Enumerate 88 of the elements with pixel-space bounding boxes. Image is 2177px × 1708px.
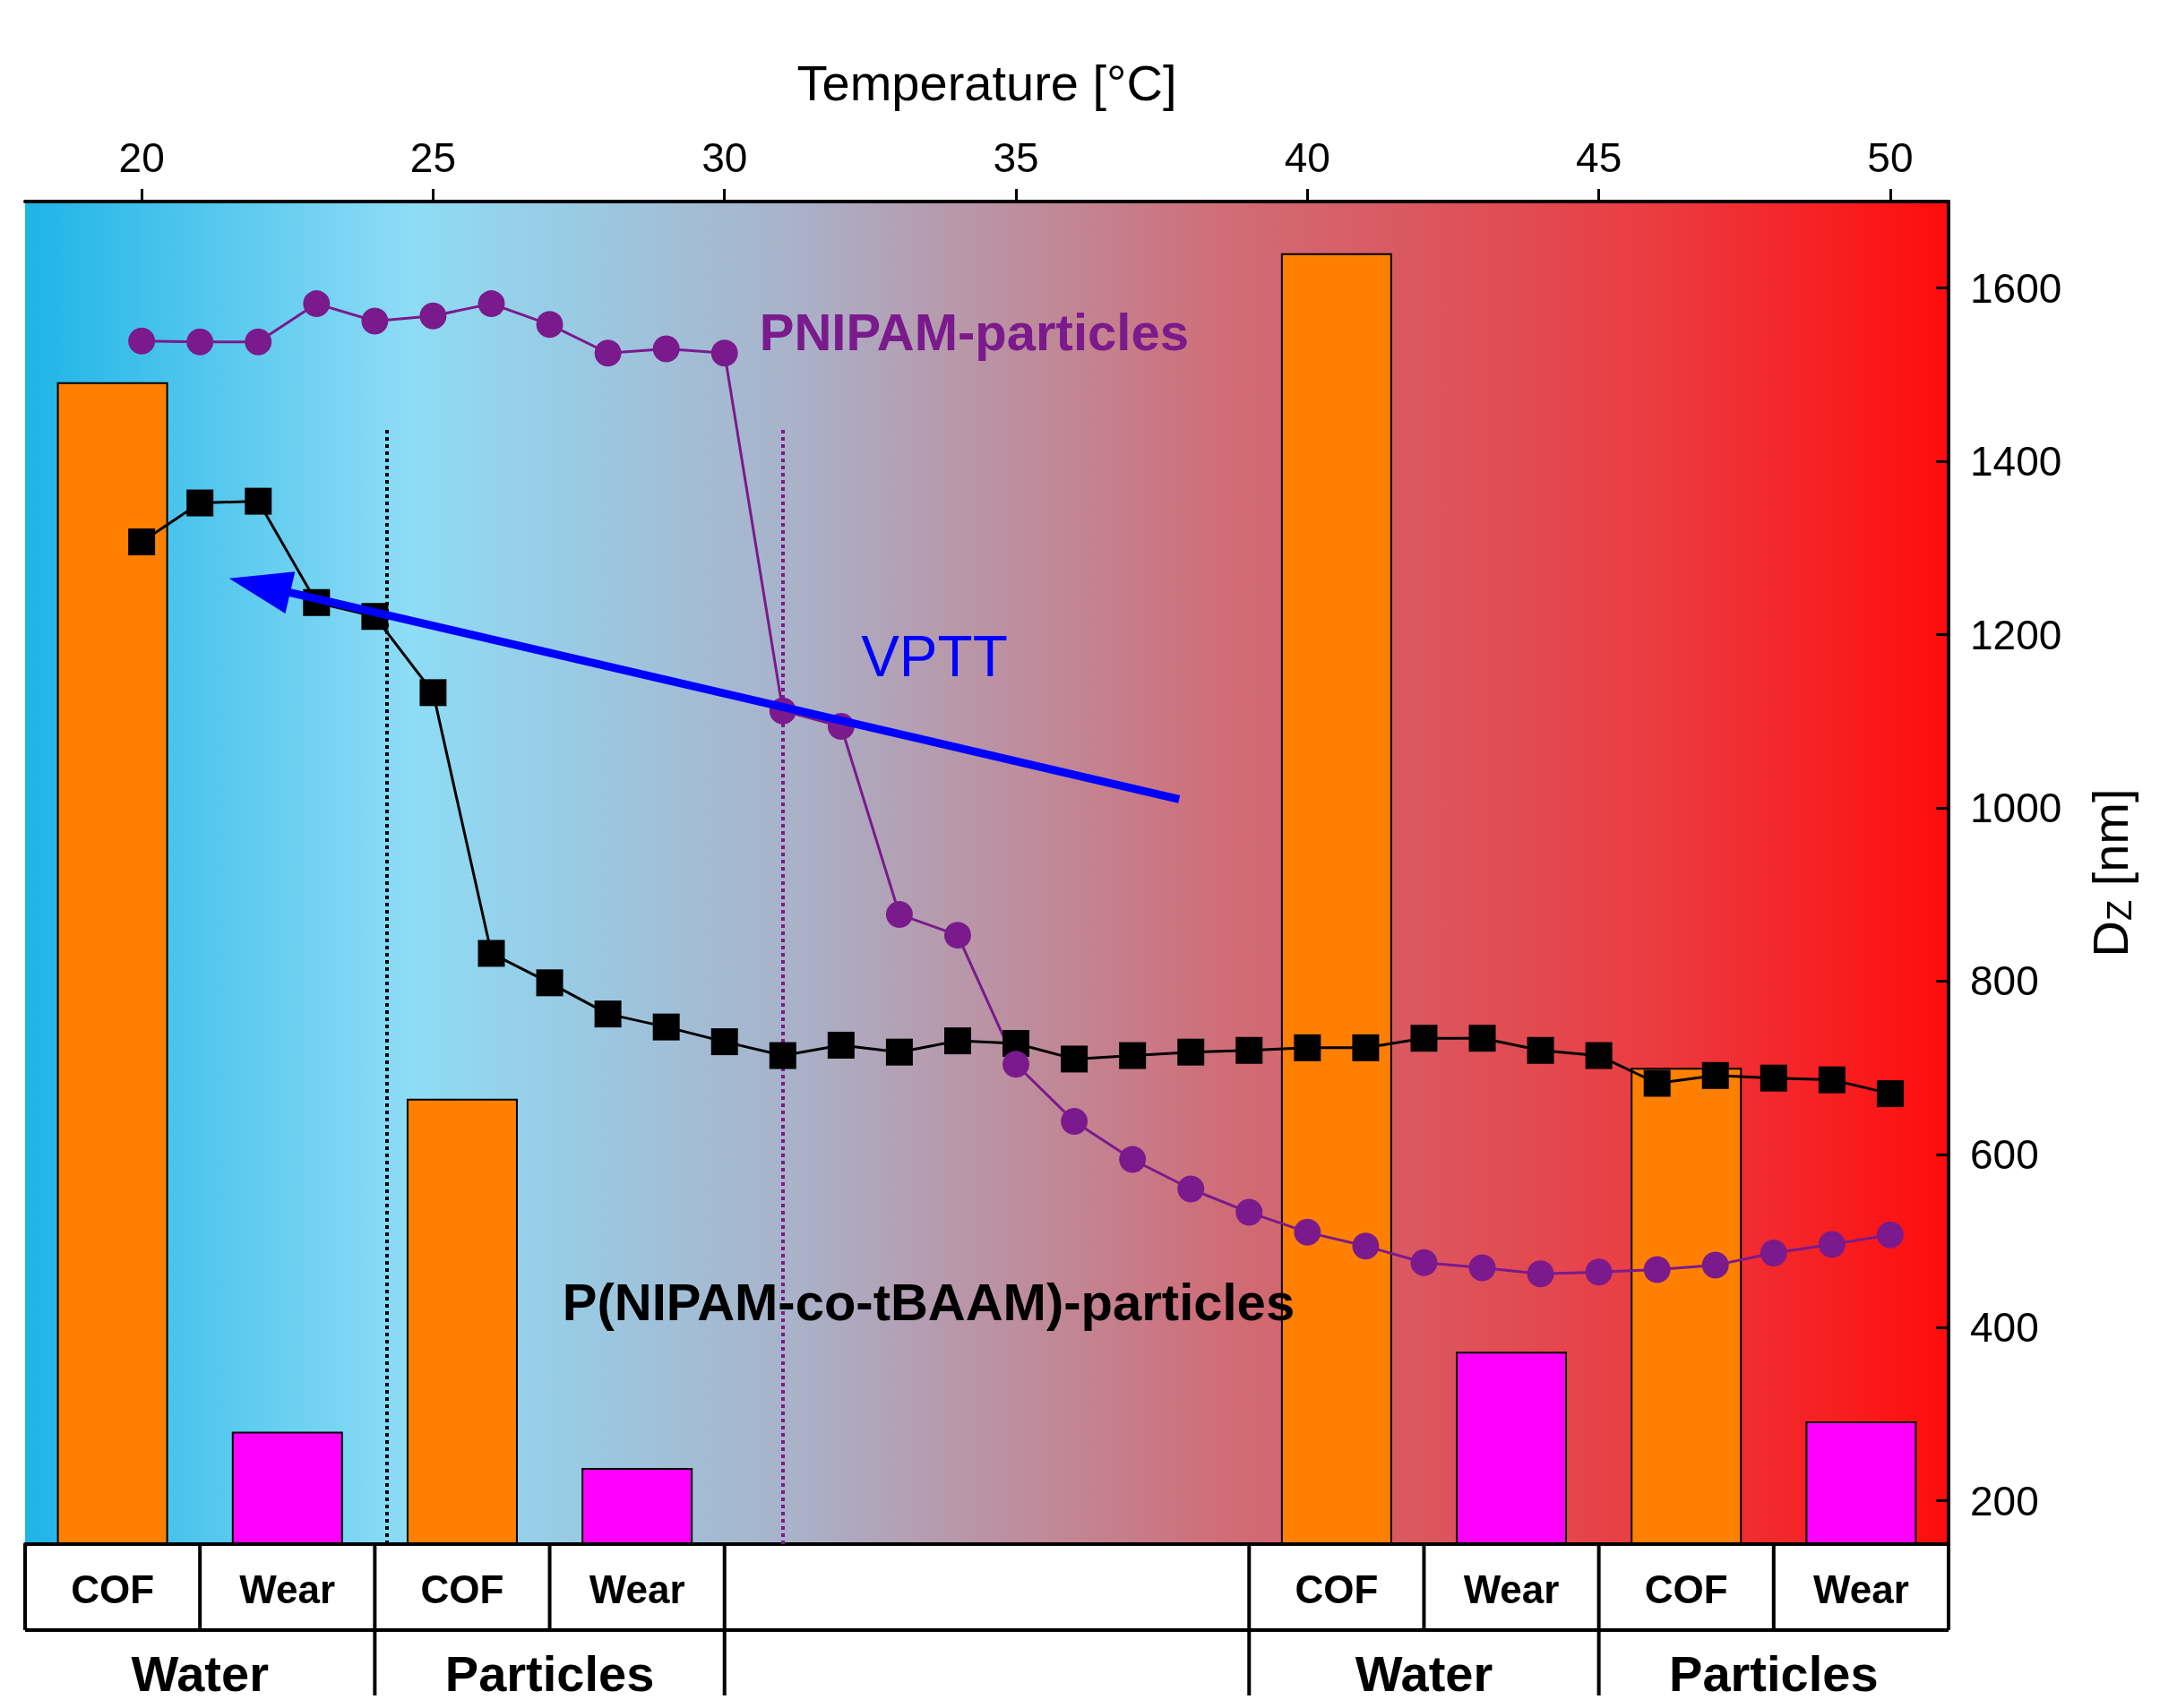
point [536,969,564,997]
point [245,328,272,356]
text: Water [131,1644,269,1702]
y2-tick-label: 1200 [1970,611,2062,658]
point [652,1013,680,1041]
point [1701,1251,1729,1279]
point [1061,1045,1088,1073]
point [1643,1069,1671,1097]
x-tick-label: Wear [1813,1566,1909,1611]
point [186,328,214,356]
y2-tick-label: 1600 [1970,264,2062,312]
point [1876,1221,1904,1249]
x-tick-label: 30 [701,134,748,181]
point [769,1042,796,1069]
point [1468,1025,1496,1052]
point [186,489,214,517]
point [536,311,564,339]
y2-tick-label: 800 [1970,957,2039,1005]
point [1876,1080,1904,1108]
point [943,1027,971,1055]
point [1294,1218,1321,1246]
y2-tick-label: 400 [1970,1304,2039,1352]
point [594,339,622,367]
point [885,900,913,928]
point [1352,1034,1380,1061]
x-tick-label: Wear [589,1566,685,1611]
point [594,1000,622,1028]
point [1410,1249,1438,1276]
point [1410,1025,1438,1052]
y2-tick-label: 1000 [1970,784,2062,831]
y2-tick-label: 600 [1970,1130,2039,1178]
x-tick-label: 45 [1576,134,1622,181]
point [1294,1034,1321,1061]
point [245,487,272,515]
point [419,302,447,330]
annotation: VPTT [861,623,1008,689]
x-tick-label: 25 [409,134,457,181]
point [1468,1254,1496,1282]
point [944,922,971,949]
point [478,290,505,318]
point [885,1038,913,1066]
point [361,307,389,335]
y2-axis-title: DZ [nm] [2081,788,2138,957]
x-tick-label: 35 [993,134,1039,181]
point [303,290,331,318]
text: Particles [1669,1644,1879,1702]
point [1701,1061,1729,1089]
point [1235,1036,1263,1064]
x-tick-label: 50 [1867,134,1914,181]
text: Water [1355,1644,1493,1702]
x-tick-label: Wear [239,1566,336,1611]
point [827,1031,855,1059]
point [1527,1036,1554,1064]
point [1177,1038,1205,1066]
point [652,335,680,363]
series-label: PNIPAM-particles [759,302,1189,361]
y2-tick-label: 200 [1970,1477,2039,1524]
x-axis-title: Temperature [°C] [796,54,1177,111]
x-tick-label: COF [71,1566,155,1611]
point [1760,1064,1787,1092]
point [1119,1146,1147,1173]
text: Particles [444,1644,655,1702]
point [710,339,738,367]
point [419,679,447,707]
point [478,940,505,967]
x-tick-label: 40 [1284,134,1330,181]
point [1119,1042,1147,1069]
point [1527,1260,1554,1288]
point [1235,1198,1263,1226]
point [128,528,156,556]
point [1177,1175,1205,1203]
point [1585,1258,1613,1286]
point [1585,1042,1613,1069]
point [1061,1108,1088,1136]
x-tick-label: COF [420,1566,504,1611]
x-tick-label: COF [1295,1566,1379,1611]
x-tick-label: Wear [1463,1566,1560,1611]
x-tick-label: COF [1644,1566,1728,1611]
point [1818,1231,1846,1258]
point [1643,1256,1671,1283]
point [710,1028,738,1056]
y2-tick-label: 1400 [1970,438,2062,485]
point [1818,1066,1846,1094]
point [1002,1051,1030,1078]
point [128,327,156,355]
point [1760,1240,1787,1267]
point [1352,1232,1380,1260]
x-tick-label: 20 [118,134,165,181]
